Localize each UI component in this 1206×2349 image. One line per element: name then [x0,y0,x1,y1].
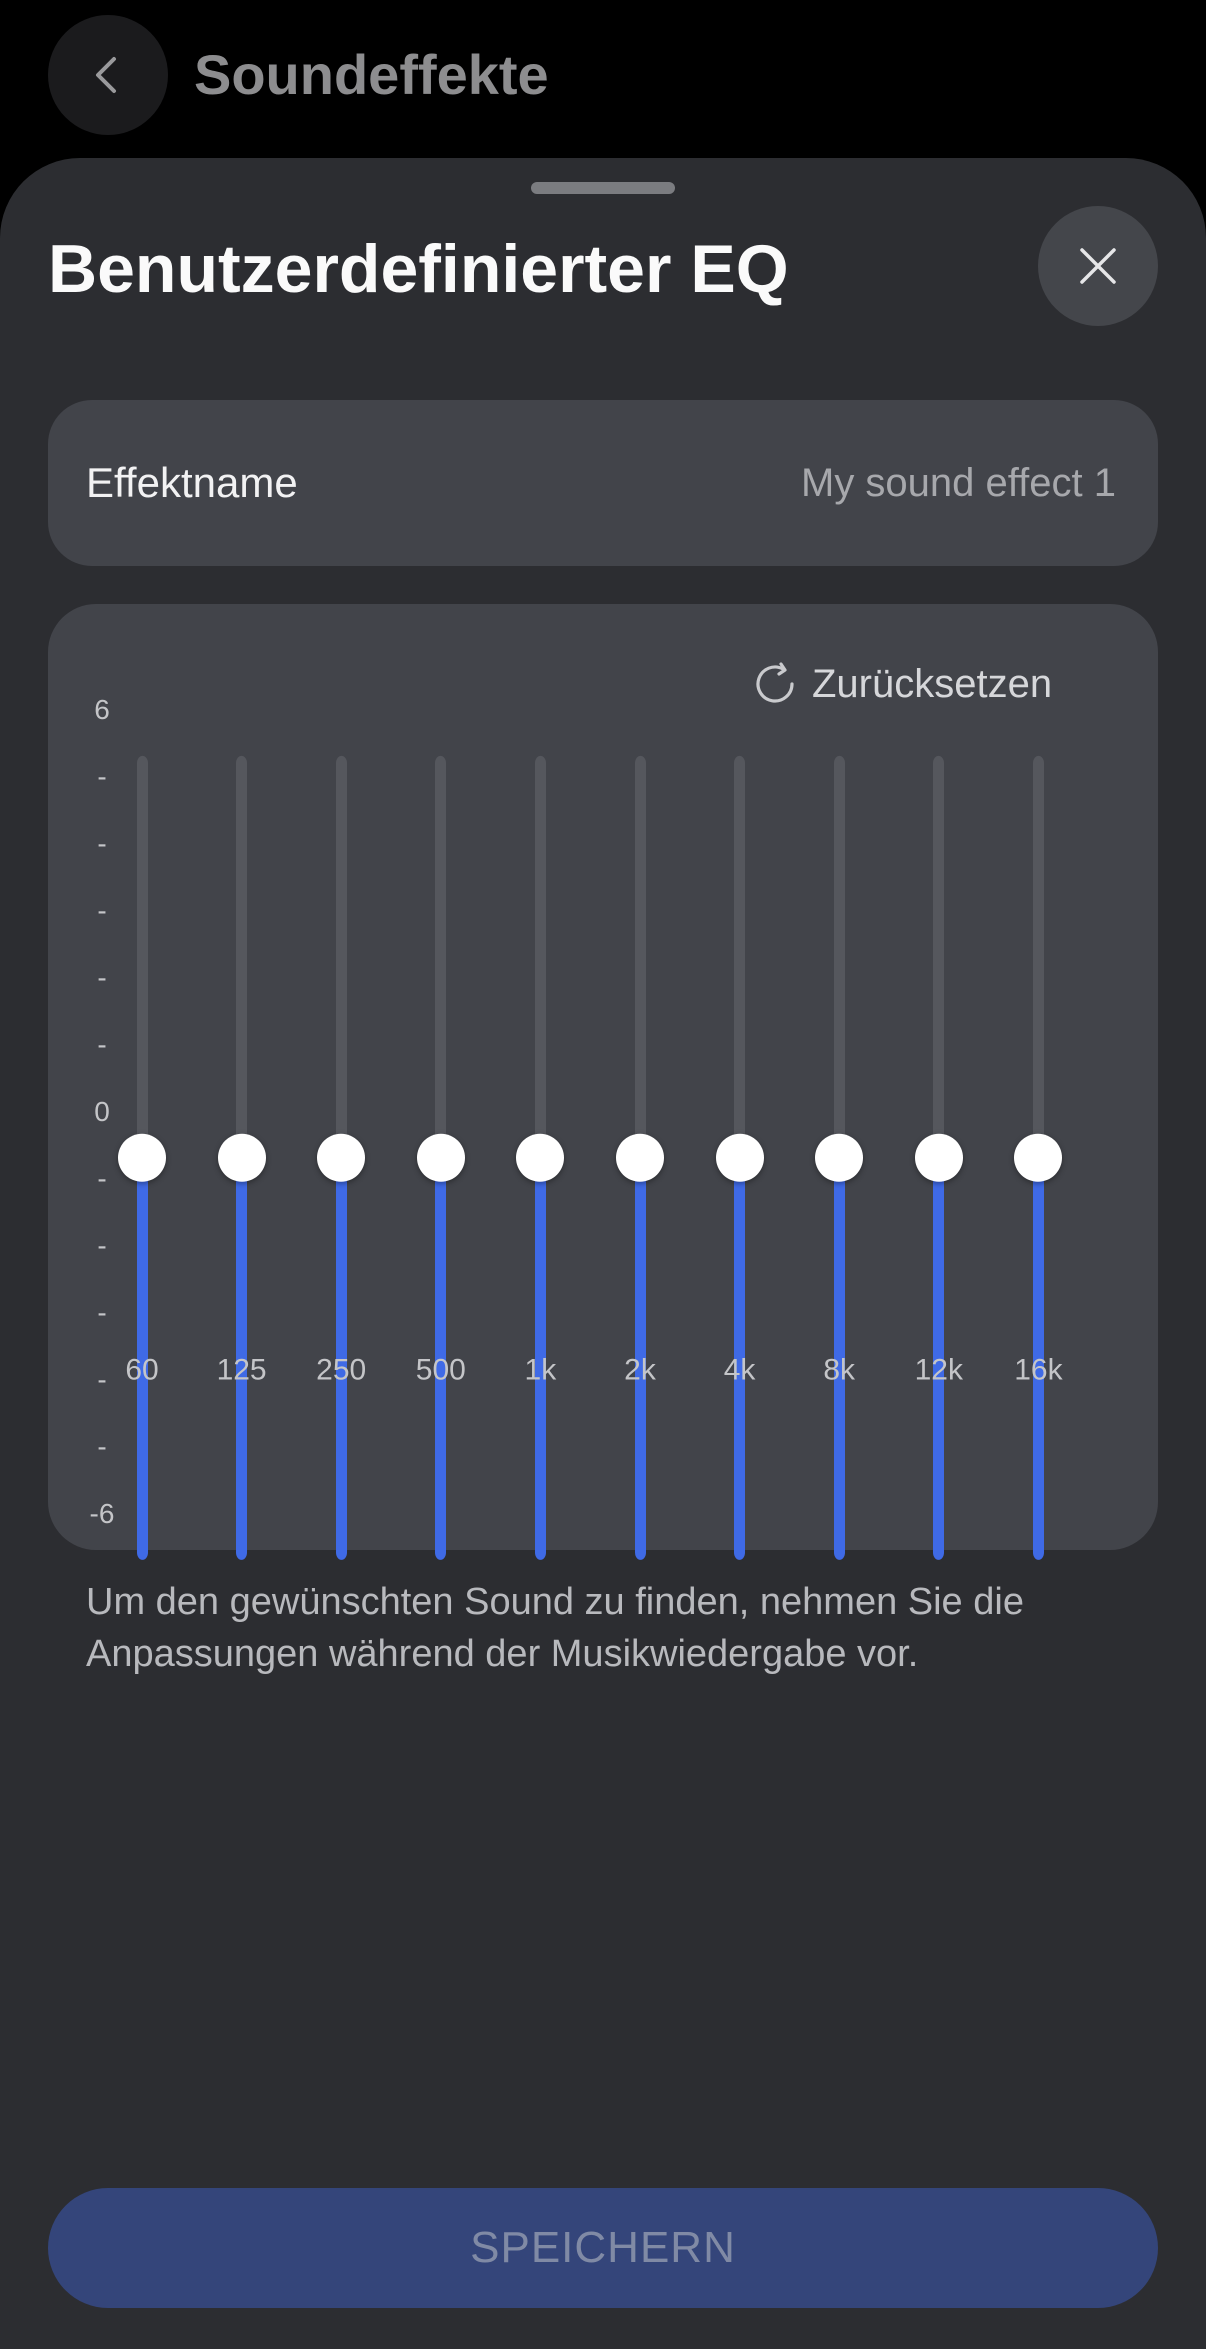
eq-band-fill-2k [634,1157,646,1560]
save-button[interactable]: SPEICHERN [48,2188,1158,2308]
eq-band-track-500[interactable] [435,755,447,1158]
eq-band-knob-12k[interactable] [914,1133,963,1182]
gain-axis-label: 0 [94,1096,110,1127]
eq-band-label: 2k [624,1352,656,1386]
reset-label: Zurücksetzen [812,661,1053,706]
chevron-left-icon [96,57,116,93]
close-button[interactable] [1038,206,1158,326]
eq-band-label: 8k [823,1352,856,1386]
eq-band-track-12k[interactable] [933,755,945,1158]
reset-button[interactable]: Zurücksetzen [752,654,1052,714]
gain-axis-label: - [97,895,107,926]
eq-band-label: 4k [723,1352,756,1386]
gain-axis-label: - [97,962,107,993]
eq-band-label: 250 [316,1352,367,1386]
eq-band-fill-12k [933,1157,945,1560]
eq-band-track-2k[interactable] [634,755,646,1158]
gain-axis-label: - [97,1364,107,1395]
eq-band-knob-250[interactable] [317,1133,366,1182]
eq-band-fill-8k [833,1157,845,1560]
eq-band-fill-4k [734,1157,746,1560]
eq-band-label: 125 [216,1352,267,1386]
eq-band-fill-60 [136,1157,148,1560]
eq-band-label: 60 [125,1352,159,1386]
page-title: Soundeffekte [194,43,549,106]
eq-band-track-125[interactable] [236,755,248,1158]
eq-band-label: 500 [415,1352,466,1386]
eq-band-track-60[interactable] [136,755,148,1158]
gain-axis-label: 6 [94,694,110,725]
gain-axis-label: - [97,828,107,859]
eq-bands: 60 125 250 500 1k 2k 4k 8k 12k 16k [48,650,1158,1918]
effect-name-label: Effektname [86,459,298,506]
effect-name-value[interactable]: My sound effect 1 [801,460,1116,505]
gain-axis-label: - [97,1431,107,1462]
sheet-grabber[interactable] [531,182,675,194]
eq-band-knob-4k[interactable] [715,1133,764,1182]
refresh-icon [756,662,794,703]
eq-band-track-16k[interactable] [1032,755,1044,1158]
gain-axis-label: - [97,1029,107,1060]
eq-band-knob-16k[interactable] [1014,1133,1063,1182]
eq-band-knob-1k[interactable] [516,1133,565,1182]
equalizer-panel: Zurücksetzen 6 - - - - - 0 - - - - - -6 60 125 250 500 1… [48,604,1158,1560]
eq-band-knob-8k[interactable] [815,1133,864,1182]
eq-band-knob-2k[interactable] [616,1133,664,1182]
eq-band-fill-125 [236,1157,248,1560]
eq-band-track-250[interactable] [335,755,347,1158]
eq-band-knob-500[interactable] [416,1133,465,1182]
gain-axis: 6 - - - - - 0 - - - - - -6 [48,604,138,1550]
eq-band-knob-125[interactable] [217,1133,266,1182]
close-icon [1080,248,1116,284]
eq-band-track-4k[interactable] [734,755,746,1158]
gain-axis-label: - [97,1163,107,1194]
eq-band-fill-1k [534,1157,546,1560]
sheet-title: Benutzerdefinierter EQ [48,231,789,307]
eq-band-track-8k[interactable] [833,755,845,1158]
eq-band-label: 16k [1014,1352,1063,1386]
gain-axis-label: - [97,761,107,792]
eq-band-track-1k[interactable] [534,755,546,1158]
eq-band-knob-60[interactable] [118,1133,166,1182]
eq-band-label: 12k [914,1352,963,1386]
eq-band-label: 1k [524,1352,557,1386]
effect-name-row[interactable]: Effektname My sound effect 1 [48,400,1158,566]
back-button[interactable] [48,15,168,135]
eq-band-fill-250 [335,1157,347,1560]
gain-axis-label: - [97,1230,107,1261]
gain-axis-label: - [97,1297,107,1328]
eq-band-fill-500 [435,1157,447,1560]
top-header: Soundeffekte [0,0,1206,160]
custom-eq-sheet: Benutzerdefinierter EQ Effektname My sou… [0,158,1206,2349]
gain-axis-label: -6 [89,1498,115,1529]
eq-band-fill-16k [1032,1157,1044,1560]
hint-text: Um den gewünschten Sound zu finden, nehm… [86,1581,1024,1675]
